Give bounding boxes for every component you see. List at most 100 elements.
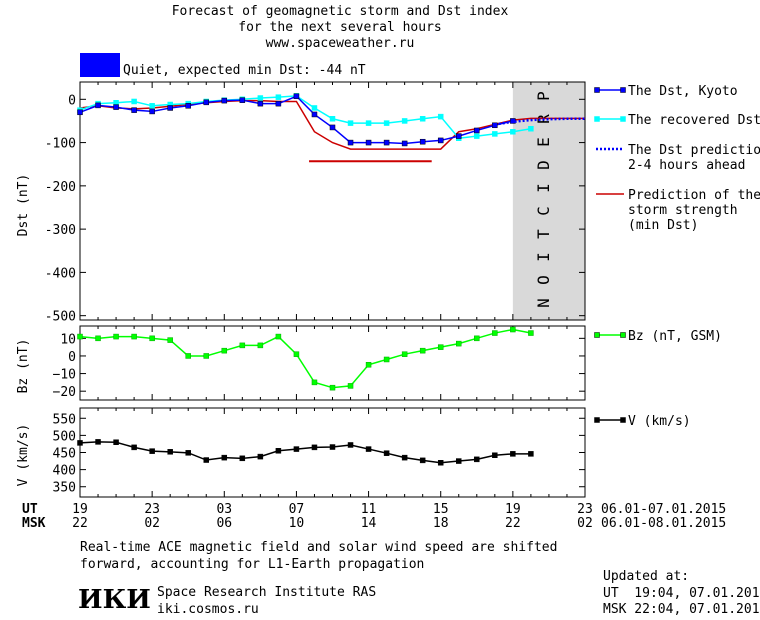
y-axis-label: V (km/s)	[16, 424, 31, 487]
ut-row-label: UT	[22, 502, 38, 517]
updated-label: Updated at:	[603, 569, 690, 584]
v-point	[329, 444, 336, 450]
kyoto-dst-point	[275, 100, 282, 107]
kyoto-dst-point	[257, 100, 264, 107]
v-point	[113, 439, 119, 445]
recovered-dst-point	[528, 125, 534, 132]
recovered-dst-point	[311, 105, 318, 111]
storm-strength-line	[79, 99, 585, 150]
iki-logo: ИКИ	[78, 585, 151, 615]
v-point	[510, 451, 516, 457]
y-tick-label: 10	[60, 332, 76, 347]
msk-tick-label: 22	[505, 516, 521, 531]
prediction-band-letter: O	[534, 275, 553, 285]
status-color-box	[80, 53, 120, 77]
recovered-dst-point	[365, 120, 372, 126]
kyoto-dst-point	[311, 111, 318, 118]
chart-title-url[interactable]: www.spaceweather.ru	[265, 36, 415, 51]
v-point	[203, 457, 209, 463]
panel-frame	[79, 407, 586, 498]
kyoto-dst-point	[113, 104, 119, 110]
kyoto-dst-point	[185, 103, 191, 109]
bz-point	[185, 353, 191, 359]
bz-point	[77, 333, 83, 340]
updated-ut: UT 19:04, 07.01.2015	[603, 586, 760, 601]
prediction-band-letter: I	[534, 252, 553, 262]
recovered-dst-point	[275, 94, 282, 100]
v-point	[456, 458, 462, 464]
v-point	[149, 448, 155, 454]
v-point	[275, 448, 282, 454]
legend-recovered-dst-marker	[620, 116, 626, 122]
msk-tick-label: 14	[361, 516, 377, 531]
v-point	[293, 446, 300, 452]
v-point	[95, 439, 101, 445]
kyoto-dst-point	[347, 139, 354, 146]
kyoto-dst-point	[419, 138, 426, 145]
kyoto-dst-point	[131, 107, 137, 113]
legend-bz-label: Bz (nT, GSM)	[628, 329, 722, 344]
msk-tick-label: 18	[433, 516, 449, 531]
bz-point	[257, 342, 264, 349]
prediction-band-letter: C	[534, 206, 553, 216]
y-tick-label: -300	[45, 223, 76, 238]
kyoto-dst-point	[149, 108, 155, 115]
legend-storm-strength-label: (min Dst)	[628, 218, 698, 233]
y-tick-label: 450	[53, 447, 76, 462]
legend-dst-prediction-label: The Dst prediction	[628, 143, 760, 158]
v-point	[437, 460, 444, 466]
v-point	[185, 450, 191, 456]
kyoto-dst-point	[401, 140, 408, 147]
recovered-dst-point	[510, 129, 516, 135]
kyoto-dst-point	[77, 109, 83, 116]
legend-kyoto-dst-label: The Dst, Kyoto	[628, 84, 738, 99]
dst-prediction-line	[494, 117, 585, 126]
kyoto-dst-point	[239, 97, 246, 103]
ut-tick-label: 23	[144, 502, 160, 517]
institute-site[interactable]: iki.cosmos.ru	[157, 602, 259, 617]
ut-tick-label: 23	[577, 502, 593, 517]
bz-point	[95, 335, 101, 342]
v-point	[167, 449, 173, 455]
bz-point	[383, 356, 390, 363]
v-point	[474, 456, 480, 463]
prediction-band-letter: N	[534, 298, 553, 308]
y-tick-label: -100	[45, 137, 76, 152]
updated-msk: MSK 22:04, 07.01.2015	[603, 602, 760, 617]
prediction-band-letter: E	[534, 137, 553, 147]
recovered-dst-point	[401, 118, 408, 124]
bz-point	[474, 335, 480, 342]
recovered-dst-point	[419, 116, 426, 122]
kyoto-dst-point	[95, 102, 101, 109]
institute-name: Space Research Institute RAS	[157, 585, 377, 600]
msk-row-label: MSK	[22, 516, 46, 531]
legend-storm-strength-label: storm strength	[628, 203, 738, 218]
v-point	[221, 454, 228, 461]
kyoto-dst-point	[365, 139, 372, 146]
bz-line	[79, 328, 532, 389]
footnote-line1: Real-time ACE magnetic field and solar w…	[80, 540, 558, 555]
legend-kyoto-dst-marker	[594, 87, 600, 93]
bz-point	[167, 337, 173, 343]
ut-tick-label: 19	[72, 502, 88, 517]
kyoto-dst-point	[329, 124, 336, 131]
v-point	[365, 446, 372, 452]
y-tick-label: 500	[53, 429, 76, 444]
kyoto-dst-point	[437, 137, 444, 144]
ut-tick-label: 07	[289, 502, 305, 517]
legend-storm-strength-label: Prediction of the	[628, 188, 760, 203]
y-tick-label: −10	[53, 368, 76, 383]
y-tick-label: −20	[53, 385, 76, 400]
ut-date-range: 06.01-07.01.2015	[601, 502, 726, 517]
kyoto-dst-point	[221, 97, 228, 104]
prediction-band-letter: I	[534, 183, 553, 193]
kyoto-dst-point	[456, 133, 462, 139]
bz-point	[401, 351, 408, 357]
recovered-dst-point	[131, 98, 137, 105]
v-point	[383, 450, 390, 456]
y-tick-label: 350	[53, 481, 76, 496]
msk-tick-label: 02	[144, 516, 160, 531]
bz-point	[365, 362, 372, 368]
bz-point	[528, 330, 534, 336]
